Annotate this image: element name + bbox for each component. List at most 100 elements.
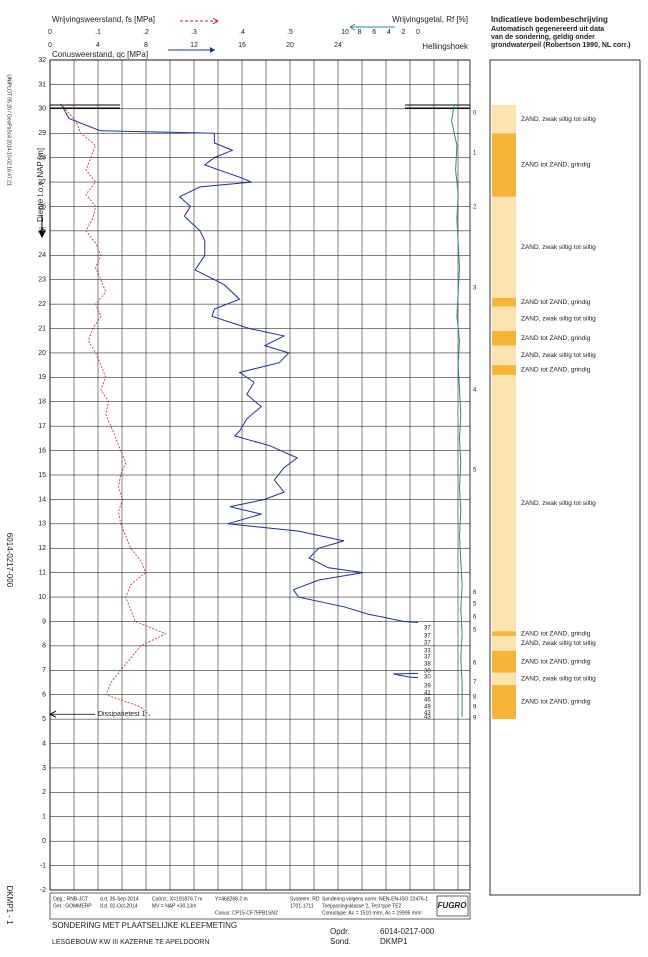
clipped-value-label: 49 bbox=[424, 705, 431, 711]
y-tick-label: 5 bbox=[42, 716, 46, 723]
y-axis-title: Diepte t.o.v. NAP [m] bbox=[36, 148, 45, 222]
y-tick-label: 22 bbox=[38, 301, 46, 308]
y-tick-label: 26 bbox=[38, 203, 46, 210]
soil-label: ZAND, zwak siltig tot siltig bbox=[521, 676, 596, 683]
qc-tick-label: 24 bbox=[334, 42, 342, 49]
fs-title: Wrijvingsweerstand, fs [MPa] bbox=[52, 15, 155, 24]
y-tick-label: 30 bbox=[38, 106, 46, 113]
clipped-value-label: 38 bbox=[424, 669, 431, 675]
y-tick-label: 27 bbox=[38, 179, 46, 186]
y-tick-label: 9 bbox=[42, 618, 46, 625]
qc-tick-label: 16 bbox=[238, 42, 246, 49]
y-tick-label: 24 bbox=[38, 252, 46, 259]
annotation: Dissipatietest 1 bbox=[98, 711, 146, 718]
soil-layer bbox=[492, 345, 516, 366]
clipped-value-label: 41 bbox=[424, 691, 431, 697]
soil-mark: 3 bbox=[473, 286, 477, 292]
soil-label: ZAND tot ZAND, grindig bbox=[521, 630, 591, 637]
y-tick-label: 2 bbox=[42, 789, 46, 796]
series-qc bbox=[60, 103, 418, 679]
clipped-value-label: 37 bbox=[424, 634, 431, 640]
footer-text: Systeem: RD bbox=[290, 896, 320, 902]
y-tick-label: 12 bbox=[38, 545, 46, 552]
soil-mark: 7 bbox=[473, 680, 477, 686]
rf-tick-label: 2 bbox=[401, 29, 405, 36]
sheet-id: DKMP1 - 1 bbox=[5, 885, 14, 925]
y-tick-label: 10 bbox=[38, 594, 46, 601]
fs-legend-arrow bbox=[212, 17, 219, 25]
soil-label: ZAND tot ZAND, grindig bbox=[521, 335, 591, 342]
soil-label: ZAND, zwak siltig tot siltig bbox=[521, 315, 596, 322]
y-tick-label: 25 bbox=[38, 228, 46, 235]
soil-label: ZAND, zwak siltig tot siltig bbox=[521, 352, 596, 359]
y-tick-label: 3 bbox=[42, 765, 46, 772]
soil-label: ZAND tot ZAND, grindig bbox=[521, 367, 591, 374]
clipped-value-label: 30 bbox=[424, 675, 431, 681]
qc-tick-label: 8 bbox=[144, 42, 148, 49]
soil-label: ZAND tot ZAND, grindig bbox=[521, 299, 591, 306]
clipped-value-label: 38 bbox=[424, 662, 431, 668]
soil-frame bbox=[489, 59, 641, 896]
soil-title: Indicatieve bodembeschrijving bbox=[491, 15, 608, 24]
report-title: SONDERING MET PLAATSELIJKE KLEEFMETING bbox=[52, 921, 237, 930]
footer-text: Sondering volgens norm: NEN-EN-ISO 22476… bbox=[322, 896, 428, 902]
soil-mark: 9 bbox=[473, 705, 477, 711]
depth-arrow bbox=[38, 215, 46, 239]
y-tick-label: 28 bbox=[38, 154, 46, 161]
soil-layer bbox=[492, 650, 516, 673]
soil-mark: 6 bbox=[473, 615, 477, 621]
clipped-value-label: 43 bbox=[424, 715, 431, 721]
soil-label: ZAND, zwak siltig tot siltig bbox=[521, 640, 596, 647]
series-fs bbox=[60, 103, 167, 717]
soil-label: ZAND tot ZAND, grindig bbox=[521, 658, 591, 665]
qc-legend-arrow bbox=[210, 47, 215, 53]
fs-tick-label: 0 bbox=[48, 29, 52, 36]
plot-id: UNIPLOT 05.20 / GeoPaSoil 2014-10-02 16:… bbox=[6, 74, 12, 186]
footer-text: d.d. 26-Sep-2014 bbox=[100, 896, 139, 902]
qc-tick-label: 12 bbox=[190, 42, 198, 49]
rf-title: Wrijvingsgetal, Rf [%] bbox=[392, 15, 468, 24]
soil-mark: 2 bbox=[473, 205, 477, 211]
soil-layer bbox=[492, 104, 516, 134]
soil-mark: 6 bbox=[473, 590, 477, 596]
rf-tick-label: 4 bbox=[387, 29, 391, 36]
soil-mark: 5 bbox=[473, 467, 477, 473]
opdr: 6014-0217-000 bbox=[380, 927, 435, 936]
qc-tick-label: 4 bbox=[96, 42, 100, 49]
y-tick-label: 0 bbox=[42, 838, 46, 845]
footer-text: Toepassingsklasse 2, Test type TE2 bbox=[322, 903, 402, 909]
rf-tick-label: 0 bbox=[416, 29, 420, 36]
footer-text: Get.: GOMMERP bbox=[53, 903, 92, 909]
fs-tick-label: .5 bbox=[287, 29, 293, 36]
footer-text: Y=468268.2 m bbox=[215, 896, 248, 902]
qc-tick-label: 20 bbox=[286, 42, 294, 49]
soil-subtitle: Automatisch gegenereerd uit data bbox=[491, 26, 604, 33]
y-tick-label: 15 bbox=[38, 472, 46, 479]
soil-layer bbox=[492, 306, 516, 331]
clipped-value-label: 46 bbox=[424, 698, 431, 704]
soil-layer bbox=[492, 196, 516, 299]
soil-mark: 1 bbox=[473, 151, 477, 157]
clipped-value-label: 33 bbox=[424, 649, 431, 655]
soil-mark: 0 bbox=[473, 111, 477, 117]
y-tick-label: 18 bbox=[38, 399, 46, 406]
rf-tick-label: 8 bbox=[358, 29, 362, 36]
rf-tick-label: 10 bbox=[341, 29, 349, 36]
y-tick-label: 13 bbox=[38, 521, 46, 528]
soil-mark: 9 bbox=[473, 716, 477, 722]
fs-tick-label: .2 bbox=[143, 29, 149, 36]
footer-text: 1701-1711 bbox=[290, 903, 314, 909]
soil-subtitle: grondwaterpeil (Robertson 1990, NL corr.… bbox=[491, 42, 631, 49]
y-tick-label: 8 bbox=[42, 643, 46, 650]
y-tick-label: 29 bbox=[38, 130, 46, 137]
soil-label: ZAND, zwak siltig tot siltig bbox=[521, 116, 596, 123]
rf-tick-label: 6 bbox=[372, 29, 376, 36]
y-tick-label: 11 bbox=[39, 569, 46, 576]
opdr-label: Opdr. bbox=[330, 927, 350, 936]
soil-mark: 5 bbox=[473, 602, 477, 608]
soil-mark: 8 bbox=[473, 695, 477, 701]
y-tick-label: 31 bbox=[38, 81, 46, 88]
footer-text: Conustype: Ac = 1510 mm², As = 19995 mm² bbox=[322, 910, 422, 916]
y-tick-label: -2 bbox=[40, 887, 46, 894]
